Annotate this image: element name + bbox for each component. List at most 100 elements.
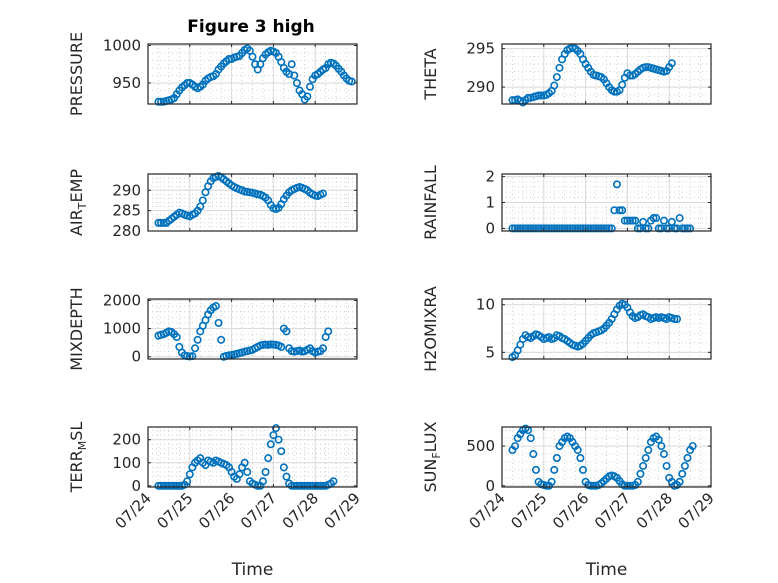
data-point	[157, 97, 166, 106]
data-point	[539, 224, 548, 233]
data-point	[644, 224, 653, 233]
data-point	[675, 477, 684, 486]
subplot-6: 5 10 H2OMIXRA	[421, 286, 712, 372]
data-point	[185, 470, 194, 479]
data-point	[607, 224, 616, 233]
subplot-3: 280 285 290 AIRTEMP	[67, 169, 358, 240]
data-point	[282, 327, 291, 336]
data-point	[550, 224, 559, 233]
data-point	[626, 481, 635, 490]
data-point	[628, 216, 637, 225]
data-point	[172, 481, 181, 490]
xtick-label: 07/24	[112, 489, 155, 532]
data-point	[657, 442, 666, 451]
data-point	[649, 214, 658, 223]
data-point	[305, 481, 314, 490]
ylabel: AIRTEMP	[67, 169, 89, 236]
data-point	[571, 224, 580, 233]
data-point	[261, 467, 270, 476]
data-point	[686, 224, 695, 233]
data-point	[605, 224, 614, 233]
xtick-label: 07/24	[466, 489, 509, 532]
data-point	[531, 465, 540, 474]
ylabel: TERRMSL	[67, 422, 89, 494]
data-point	[524, 224, 533, 233]
xtick-label: 07/28	[633, 489, 676, 532]
data-point	[615, 206, 624, 215]
ytick-label: 0	[485, 219, 495, 237]
data-point	[290, 71, 299, 80]
data-point	[670, 314, 679, 323]
data-point	[576, 224, 585, 233]
subplot-4: 0 1 2 RAINFALL	[421, 165, 712, 240]
ytick-label: 290	[466, 78, 495, 96]
data-point	[159, 481, 168, 490]
data-point	[287, 60, 296, 69]
data-point	[277, 447, 286, 456]
data-point	[678, 224, 687, 233]
data-point	[290, 481, 299, 490]
data-point	[347, 77, 356, 86]
data-point	[673, 314, 682, 323]
axes-box	[147, 173, 358, 232]
ytick-label: 280	[112, 222, 141, 240]
data-point	[167, 481, 176, 490]
data-point	[531, 224, 540, 233]
data-point	[526, 434, 535, 443]
data-point	[287, 481, 296, 490]
data-point	[584, 224, 593, 233]
data-point	[552, 453, 561, 462]
data-point	[680, 224, 689, 233]
ytick-label: 100	[112, 454, 141, 472]
data-point	[620, 216, 629, 225]
subplot-2: 290 295 THETA	[421, 40, 712, 107]
ytick-label: 2	[485, 168, 495, 186]
data-point	[576, 453, 585, 462]
data-point	[516, 224, 525, 233]
data-point	[269, 431, 278, 440]
data-point	[183, 79, 192, 88]
data-point	[175, 481, 184, 490]
data-point	[654, 224, 663, 233]
data-point	[319, 344, 328, 353]
data-point	[243, 467, 252, 476]
ytick-label: 295	[466, 40, 495, 58]
xtick-label: 07/26	[195, 489, 238, 532]
data-point	[508, 224, 517, 233]
data-point	[172, 333, 181, 342]
data-point	[313, 481, 322, 490]
data-point	[277, 342, 286, 351]
data-point	[589, 481, 598, 490]
data-point	[573, 224, 582, 233]
data-point	[282, 472, 291, 481]
data-point	[555, 224, 564, 233]
data-point	[513, 224, 522, 233]
data-point	[568, 224, 577, 233]
data-point	[639, 461, 648, 470]
data-point	[529, 450, 538, 459]
ytick-label: 0	[485, 477, 495, 495]
subplot-1: 950 1000 PRESSURE	[67, 32, 358, 116]
data-point	[602, 224, 611, 233]
data-point	[641, 224, 650, 233]
ytick-label: 200	[112, 431, 141, 449]
xtick-label: 07/25	[507, 489, 550, 532]
data-point	[633, 477, 642, 486]
data-point	[154, 218, 163, 227]
data-point	[303, 92, 312, 101]
data-point	[292, 79, 301, 88]
data-point	[253, 481, 262, 490]
data-point	[518, 224, 527, 233]
data-point	[542, 224, 551, 233]
ylabel: RAINFALL	[421, 165, 440, 240]
xtick-label: 07/28	[279, 489, 322, 532]
data-point	[542, 481, 551, 490]
data-point	[659, 216, 668, 225]
data-point	[300, 481, 309, 490]
data-point	[599, 224, 608, 233]
subplot-5: 0 1000 2000 MIXDEPTH	[67, 287, 358, 371]
data-point	[162, 481, 171, 490]
data-point	[641, 453, 650, 462]
